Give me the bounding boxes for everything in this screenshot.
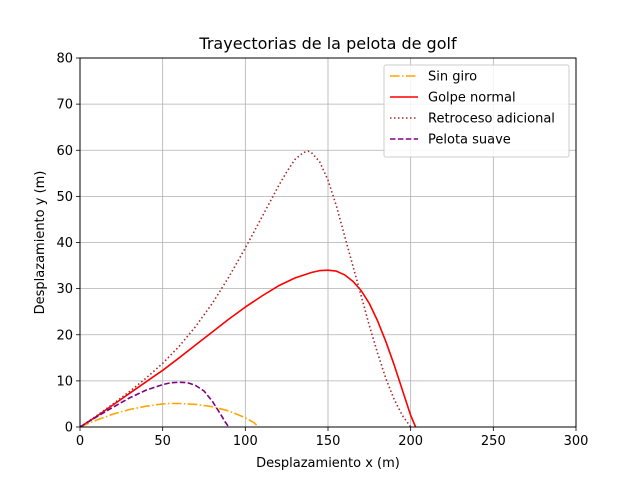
x-tick-label: 100 [233, 434, 258, 449]
ticks: 0 50 100 150 200 250 300 0 10 20 30 40 50 60 70 80 [56, 52, 588, 450]
y-tick-label: 10 [56, 374, 73, 389]
series-line-sin-giro [79, 402, 260, 428]
legend-label-pelota-suave: Pelota suave [428, 133, 511, 148]
y-tick-label: 0 [65, 421, 73, 436]
y-tick-label: 40 [56, 236, 73, 251]
legend-label-golpe-normal: Golpe normal [428, 91, 516, 106]
legend: Sin giro Golpe normal Retroceso adicional P… [383, 64, 570, 158]
y-axis-label: Desplazamiento y (m) [33, 171, 48, 315]
x-tick-label: 250 [481, 434, 506, 449]
y-tick-label: 70 [56, 98, 73, 113]
series-line-golpe-normal [79, 269, 417, 428]
x-tick-label: 200 [398, 434, 423, 449]
series-layer [79, 150, 417, 428]
y-tick-label: 20 [56, 328, 73, 343]
y-tick-label: 80 [56, 52, 73, 67]
y-tick-label: 50 [56, 190, 73, 205]
x-tick-label: 150 [316, 434, 341, 449]
x-axis-label: Desplazamiento x (m) [256, 456, 400, 471]
legend-label-retroceso-adicional: Retroceso adicional [428, 112, 555, 127]
x-tick-label: 300 [564, 434, 589, 449]
x-tick-label: 50 [154, 434, 171, 449]
y-tick-label: 30 [56, 282, 73, 297]
series-line-pelota-suave [79, 381, 230, 428]
legend-label-sin-giro: Sin giro [428, 70, 477, 85]
y-tick-label: 60 [56, 144, 73, 159]
series-line-retroceso-adicional [79, 150, 412, 428]
legend-box [383, 64, 570, 158]
x-tick-label: 0 [76, 434, 84, 449]
chart-title: Trayectorias de la pelota de golf [198, 34, 457, 53]
